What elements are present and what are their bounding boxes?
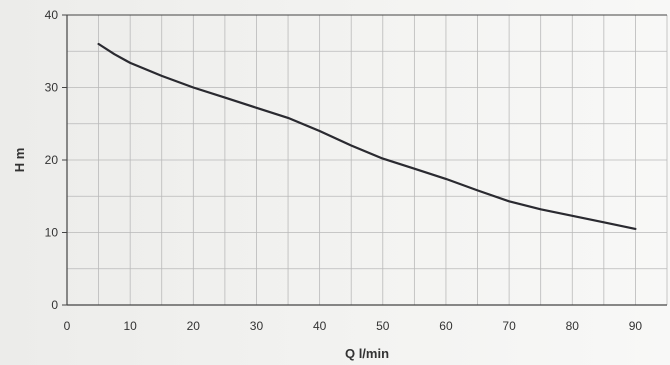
grid-lines bbox=[67, 15, 667, 305]
x-tick-label: 60 bbox=[439, 319, 453, 333]
y-tick-label: 10 bbox=[45, 226, 59, 240]
x-tick-label: 90 bbox=[629, 319, 643, 333]
y-axis-label: H m bbox=[12, 148, 27, 173]
y-tick-labels: 0 10 20 30 40 bbox=[45, 8, 59, 312]
series-line-0 bbox=[99, 44, 636, 229]
x-tick-label: 30 bbox=[250, 319, 264, 333]
x-tick-label: 0 bbox=[64, 319, 71, 333]
x-tick-label: 10 bbox=[123, 319, 137, 333]
y-tick-label: 20 bbox=[45, 153, 59, 167]
y-tick-label: 40 bbox=[45, 8, 59, 22]
y-tick-label: 30 bbox=[45, 81, 59, 95]
y-tick-label: 0 bbox=[51, 298, 58, 312]
x-tick-label: 20 bbox=[187, 319, 201, 333]
series-group bbox=[99, 44, 636, 229]
x-tick-label: 70 bbox=[502, 319, 516, 333]
x-tick-labels: 0 10 20 30 40 50 60 70 80 90 bbox=[64, 319, 643, 333]
x-tick-label: 80 bbox=[566, 319, 580, 333]
x-tick-label: 40 bbox=[313, 319, 327, 333]
x-axis-label: Q l/min bbox=[345, 346, 389, 361]
x-tick-label: 50 bbox=[376, 319, 390, 333]
